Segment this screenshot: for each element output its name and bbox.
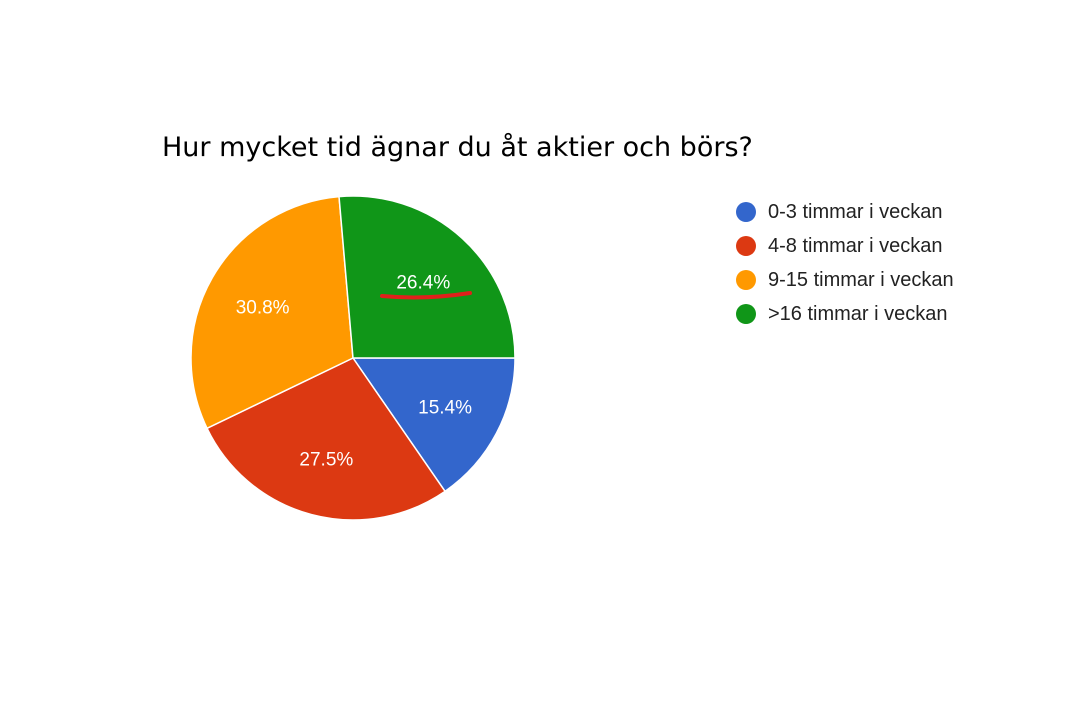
- slice-value-label: 26.4%: [396, 272, 450, 293]
- slice-value-label: 27.5%: [299, 450, 353, 471]
- slice-16-plus: [338, 195, 516, 359]
- slice-value-label: 30.8%: [236, 298, 290, 319]
- red-underline-annotation: [380, 291, 472, 300]
- legend-label: 9-15 timmar i veckan: [768, 268, 954, 291]
- legend: 0-3 timmar i veckan 4-8 timmar i veckan …: [736, 195, 954, 331]
- legend-label: 4-8 timmar i veckan: [768, 234, 943, 257]
- slice-0-3: [351, 357, 516, 493]
- legend-swatch-icon: [736, 202, 756, 222]
- legend-item-4-8: 4-8 timmar i veckan: [736, 229, 954, 263]
- legend-item-9-15: 9-15 timmar i veckan: [736, 263, 954, 297]
- chart-title: Hur mycket tid ägnar du åt aktier och bö…: [162, 132, 753, 163]
- legend-swatch-icon: [736, 270, 756, 290]
- legend-label: 0-3 timmar i veckan: [768, 200, 943, 223]
- legend-item-16-plus: >16 timmar i veckan: [736, 297, 954, 331]
- slice-value-label: 15.4%: [418, 397, 472, 418]
- pie-slice-labels: 15.4% 27.5% 30.8% 26.4%: [236, 272, 472, 470]
- slice-4-8: [206, 357, 447, 521]
- legend-label: >16 timmar i veckan: [768, 302, 948, 325]
- slice-9-15: [190, 195, 354, 430]
- legend-swatch-icon: [736, 236, 756, 256]
- pie-slices: [190, 195, 516, 521]
- legend-swatch-icon: [736, 304, 756, 324]
- legend-item-0-3: 0-3 timmar i veckan: [736, 195, 954, 229]
